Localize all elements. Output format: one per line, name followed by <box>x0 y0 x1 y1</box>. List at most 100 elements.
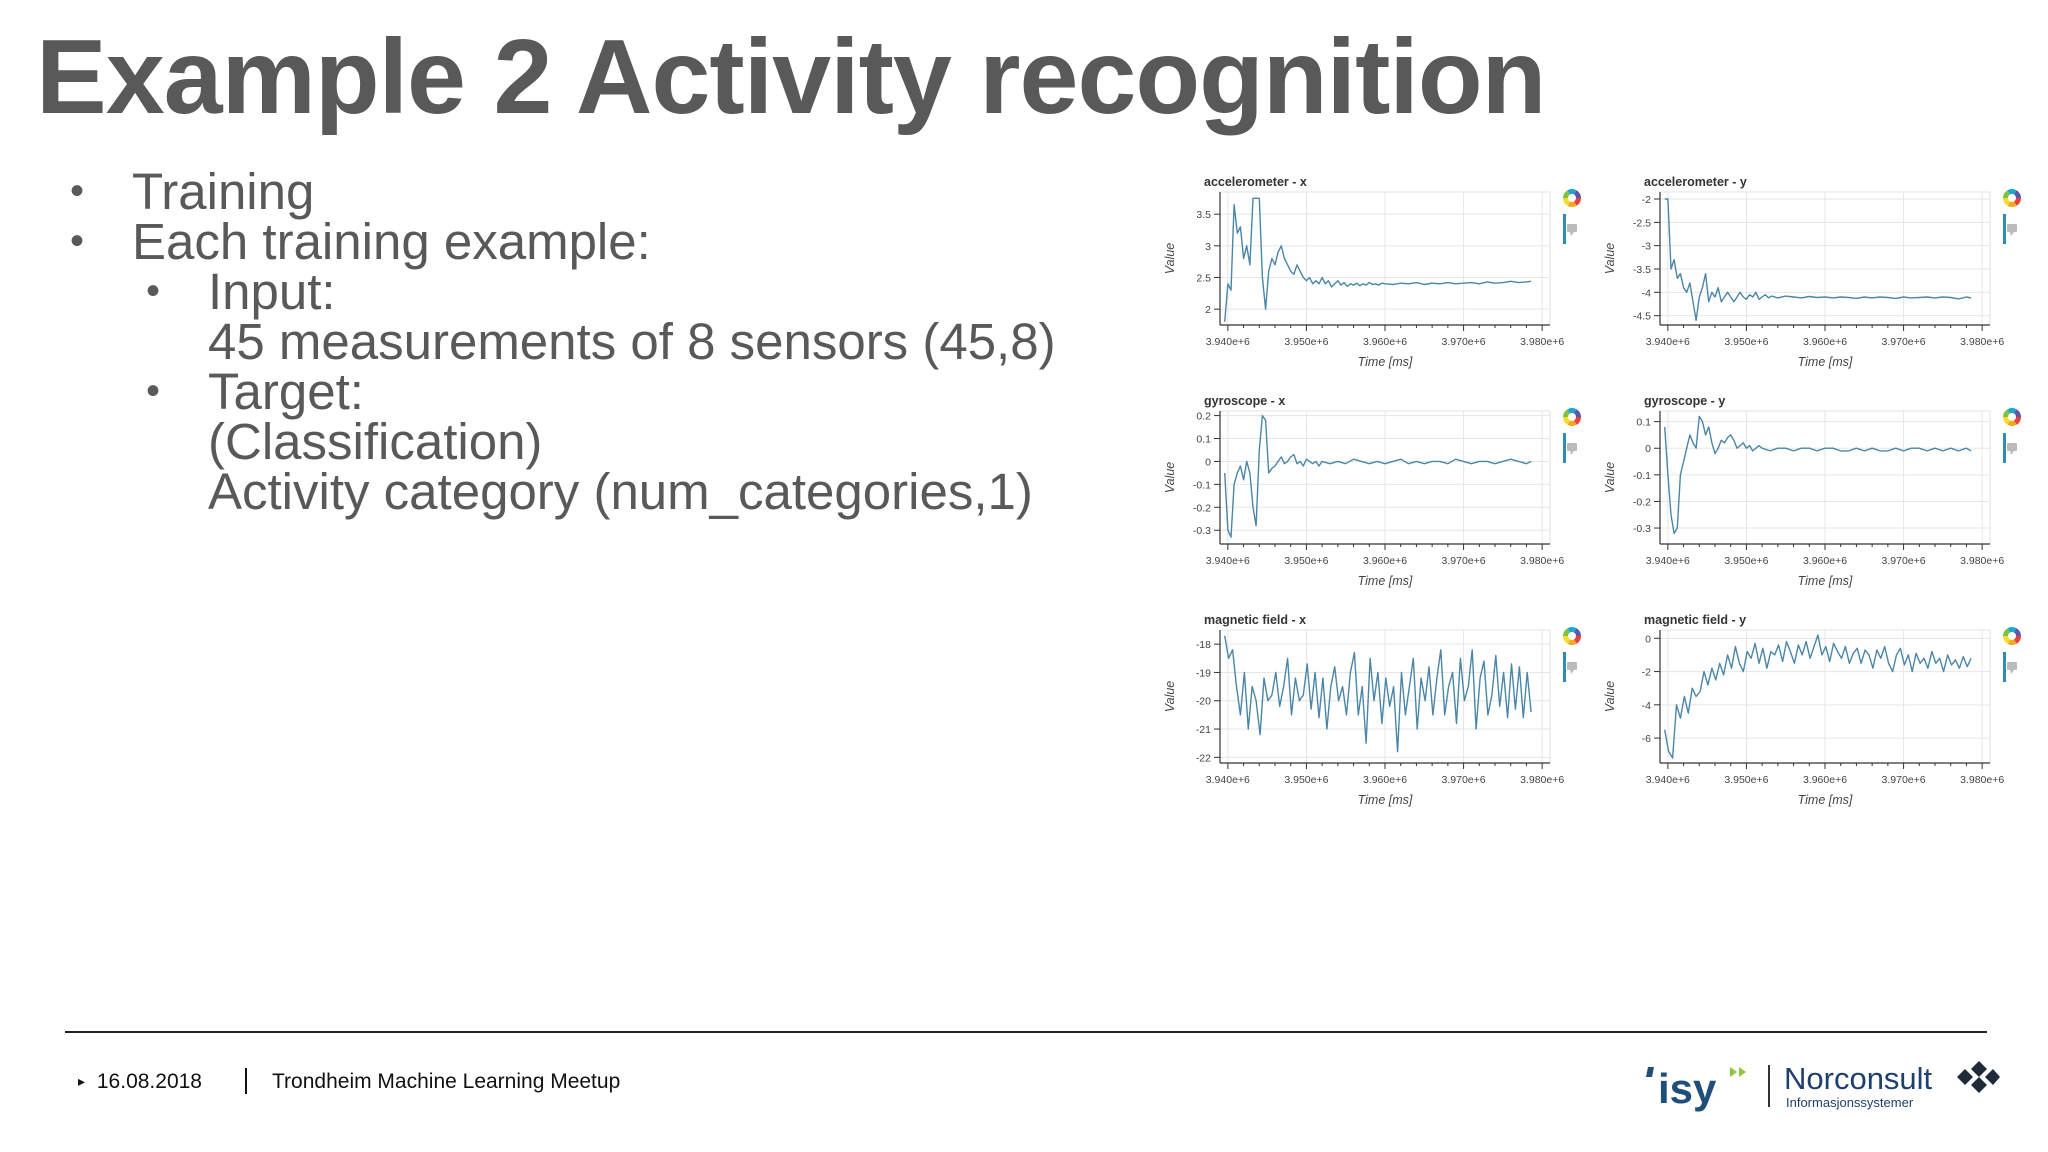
x-axis-label: Time [ms] <box>1798 793 1853 807</box>
y-tick-label: -0.1 <box>1633 470 1651 482</box>
bullet-dot: • <box>146 369 161 413</box>
x-tick-label: 3.980e+6 <box>1520 336 1564 348</box>
line-chart: accelerometer - x 3.940e+6 3.950e+6 3.960e+… <box>1163 175 1581 369</box>
hover-tool-icon <box>1567 224 1577 236</box>
x-axis-label: Time [ms] <box>1798 574 1853 588</box>
y-tick-label: -4.5 <box>1633 311 1651 323</box>
x-tick-label: 3.960e+6 <box>1803 774 1847 786</box>
x-tick-label: 3.960e+6 <box>1363 555 1407 567</box>
x-tick-label: 3.950e+6 <box>1724 774 1768 786</box>
footer-event-name: Trondheim Machine Learning Meetup <box>272 1070 621 1093</box>
footer-date: ▸ 16.08.2018 <box>78 1070 202 1094</box>
x-tick-label: 3.940e+6 <box>1646 774 1690 786</box>
toolbar-active-indicator <box>2003 433 2006 463</box>
x-tick-label: 3.980e+6 <box>1960 555 2004 567</box>
y-axis-label: Value <box>1163 243 1177 275</box>
hover-tool-icon <box>2007 224 2017 236</box>
isy-logo-tick <box>1646 1067 1654 1077</box>
y-tick-label: -0.3 <box>1633 523 1651 535</box>
y-tick-label: -2 <box>1642 667 1651 679</box>
y-tick-label: -0.1 <box>1193 479 1211 491</box>
footer-divider <box>65 1031 1987 1033</box>
series-line <box>1664 634 1972 759</box>
chart-title: magnetic field - y <box>1644 613 1746 627</box>
y-tick-label: -20 <box>1196 696 1211 708</box>
x-tick-label: 3.950e+6 <box>1724 336 1768 348</box>
bokeh-logo-icon <box>1563 626 1581 646</box>
isy-logo-text: ISY <box>1658 1065 1717 1112</box>
sub-bullet-item: • Target: <box>62 363 1122 420</box>
bullet-text: Target: <box>208 363 364 420</box>
y-tick-label: 2.5 <box>1196 273 1211 285</box>
hover-tool-icon <box>1567 662 1577 674</box>
y-tick-label: 0 <box>1645 633 1651 645</box>
bullet-dot: • <box>70 169 85 213</box>
y-tick-label: -2 <box>1642 194 1651 206</box>
y-axis-label: Value <box>1163 462 1177 494</box>
chart-title: gyroscope - y <box>1644 394 1725 408</box>
bullet-dot: • <box>70 219 85 263</box>
bokeh-logo-icon <box>2003 626 2021 646</box>
sensor-charts-grid: accelerometer - x 3.940e+6 3.950e+6 3.960e+… <box>1150 170 2030 850</box>
series-line <box>1664 415 1972 535</box>
series-line <box>1224 635 1532 753</box>
norconsult-logo-text: Norconsult <box>1784 1061 1933 1096</box>
norconsult-logo-subtext: Informasjonssystemer <box>1786 1095 1914 1110</box>
y-tick-label: 0 <box>1205 456 1211 468</box>
x-tick-label: 3.950e+6 <box>1284 336 1328 348</box>
toolbar-active-indicator <box>1563 214 1566 244</box>
bullet-text: (Classification) <box>208 413 543 470</box>
x-tick-label: 3.970e+6 <box>1442 336 1486 348</box>
y-tick-label: 0.2 <box>1196 411 1211 423</box>
bullet-item: • Training <box>62 163 1122 220</box>
y-tick-label: -0.2 <box>1193 502 1211 514</box>
y-tick-label: 0.1 <box>1636 417 1651 429</box>
x-tick-label: 3.980e+6 <box>1520 555 1564 567</box>
bullet-item: • Each training example: <box>62 213 1122 270</box>
line-chart: gyroscope - y 3.940e+6 3.950e+6 3.960e+6 3.9… <box>1603 394 2021 588</box>
chart-title: gyroscope - x <box>1204 394 1285 408</box>
x-tick-label: 3.940e+6 <box>1646 336 1690 348</box>
bokeh-logo-icon <box>2003 188 2021 208</box>
y-tick-label: -0.2 <box>1633 496 1651 508</box>
x-axis-label: Time [ms] <box>1358 355 1413 369</box>
x-tick-label: 3.950e+6 <box>1284 774 1328 786</box>
bullet-text: Each training example: <box>132 213 651 270</box>
x-tick-label: 3.970e+6 <box>1442 774 1486 786</box>
y-tick-label: 3.5 <box>1196 209 1211 221</box>
line-chart: gyroscope - x 3.940e+6 3.950e+6 3.960e+6 3.9… <box>1163 394 1581 588</box>
x-tick-label: 3.960e+6 <box>1803 336 1847 348</box>
isy-logo-arrow <box>1730 1067 1737 1077</box>
y-tick-label: -2.5 <box>1633 217 1651 229</box>
x-tick-label: 3.940e+6 <box>1206 336 1250 348</box>
bullet-text: 45 measurements of 8 sensors (45,8) <box>208 313 1056 370</box>
y-tick-label: -18 <box>1196 639 1211 651</box>
y-axis-label: Value <box>1603 681 1617 713</box>
chart-title: magnetic field - x <box>1204 613 1306 627</box>
toolbar-active-indicator <box>2003 214 2006 244</box>
x-axis-label: Time [ms] <box>1358 793 1413 807</box>
series-line <box>1224 197 1532 322</box>
x-tick-label: 3.960e+6 <box>1803 555 1847 567</box>
series-line <box>1224 414 1532 538</box>
chart-title: accelerometer - x <box>1204 175 1307 189</box>
y-axis-label: Value <box>1603 462 1617 494</box>
toolbar-active-indicator <box>1563 652 1566 682</box>
sub-bullet-continuation: (Classification) <box>62 413 1122 470</box>
slide-title: Example 2 Activity recognition <box>36 18 1546 136</box>
bokeh-logo-icon <box>1563 188 1581 208</box>
hover-tool-icon <box>2007 662 2017 674</box>
bullet-text: Input: <box>208 263 336 320</box>
isy-logo-arrow <box>1739 1067 1746 1077</box>
y-tick-label: -22 <box>1196 752 1211 764</box>
y-tick-label: -21 <box>1196 724 1211 736</box>
x-tick-label: 3.980e+6 <box>1960 336 2004 348</box>
toolbar-active-indicator <box>2003 652 2006 682</box>
y-axis-label: Value <box>1603 243 1617 275</box>
x-tick-label: 3.980e+6 <box>1960 774 2004 786</box>
y-tick-label: -6 <box>1642 733 1651 745</box>
line-chart: magnetic field - x 3.940e+6 3.950e+6 3.960e… <box>1163 613 1581 807</box>
bullet-text: Training <box>132 163 315 220</box>
x-axis-label: Time [ms] <box>1358 574 1413 588</box>
series-line <box>1664 198 1972 322</box>
